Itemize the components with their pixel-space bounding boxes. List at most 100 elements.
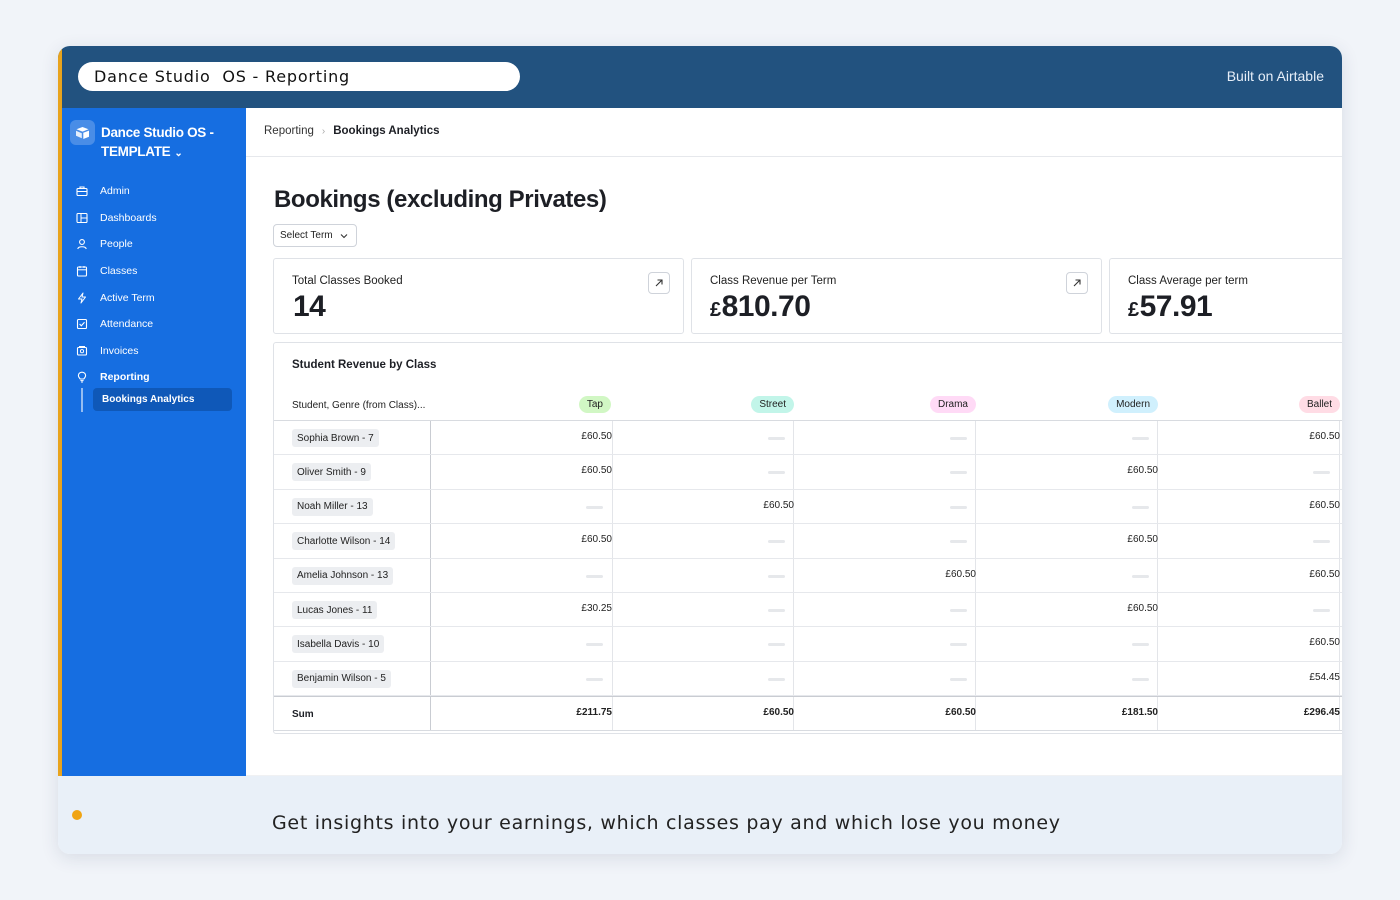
person-icon [76,238,88,250]
student-revenue-table: Student Revenue by Class Student, Genre … [273,342,1342,734]
empty-cell-placeholder [768,574,785,578]
empty-cell-placeholder [950,437,967,440]
caption-text: Get insights into your earnings, which c… [272,812,1061,834]
sidebar-item-people[interactable]: People [58,231,246,258]
top-bar: Dance Studio OS - Reporting Built on Air… [58,46,1342,108]
revenue-cell: £60.50 [1309,499,1340,511]
table-row[interactable]: Oliver Smith - 9 £60.50 £60.50 [274,455,1342,490]
table-row[interactable]: Lucas Jones - 11 £30.25 £60.50 [274,593,1342,628]
stat-value: 14 [293,290,326,323]
stat-card-class-average: Class Average per term £57.91 [1109,258,1342,334]
sidebar-item-dashboards[interactable]: Dashboards [58,205,246,232]
revenue-cell: £60.50 [1309,568,1340,580]
empty-cell-placeholder [768,471,785,475]
column-divider [612,421,613,730]
workspace-name-line2: TEMPLATE [101,144,171,159]
empty-cell-placeholder [950,677,967,681]
column-divider [975,421,976,730]
checkbox-icon [76,318,88,330]
genre-tag-tap: Tap [578,396,611,413]
empty-cell-placeholder [586,677,603,681]
frame-accent-bar [58,46,62,776]
table-header: Student, Genre (from Class)... Tap Stree… [274,393,1342,421]
sidebar-item-classes[interactable]: Classes [58,258,246,285]
dashboard-icon [76,212,88,224]
sum-cell: £60.50 [763,707,794,719]
empty-cell-placeholder [586,574,603,578]
term-select-dropdown[interactable]: Select Term [273,224,357,247]
workspace-name-line1: Dance Studio OS - [101,125,214,140]
table-row[interactable]: Benjamin Wilson - 5 £54.45 [274,662,1342,697]
chevron-down-icon [340,231,348,241]
empty-cell-placeholder [950,471,967,475]
stat-value: £57.91 [1128,290,1213,323]
sidebar-item-reporting[interactable]: Reporting [58,364,246,391]
expand-icon[interactable] [1066,272,1088,294]
stat-label: Total Classes Booked [292,275,403,287]
term-select-label: Select Term [280,230,333,241]
student-chip[interactable]: Oliver Smith - 9 [292,463,371,482]
sidebar-item-bookings-analytics[interactable]: Bookings Analytics [93,388,232,411]
sum-cell: £181.50 [1121,707,1158,719]
sidebar-item-label: Attendance [100,318,154,331]
revenue-cell: £60.50 [945,568,976,580]
sidebar-item-invoices[interactable]: Invoices [58,338,246,365]
invoice-icon [76,345,88,357]
caption-footer: Get insights into your earnings, which c… [58,776,1342,854]
chevron-down-icon: ⌄ [174,148,183,159]
table-row[interactable]: Isabella Davis - 10 £60.50 [274,627,1342,662]
student-chip[interactable]: Sophia Brown - 7 [292,429,379,447]
sidebar-item-label: People [100,238,133,251]
empty-cell-placeholder [586,643,603,647]
main-content: Reporting › Bookings Analytics Bookings … [246,108,1342,776]
empty-cell-placeholder [768,643,785,647]
table-row[interactable]: Charlotte Wilson - 14 £60.50 £60.50 [274,524,1342,559]
genre-tag-ballet: Ballet [1298,396,1340,413]
revenue-cell: £60.50 [581,431,612,442]
lightbulb-icon [76,371,88,383]
revenue-cell: £60.50 [1309,431,1340,442]
briefcase-icon [76,185,88,197]
calendar-icon [76,265,88,277]
student-chip[interactable]: Benjamin Wilson - 5 [292,669,391,688]
window-title: Dance Studio OS - Reporting [78,62,520,91]
student-chip[interactable]: Noah Miller - 13 [292,497,373,516]
sidebar-item-admin[interactable]: Admin [58,178,246,205]
stat-label: Class Average per term [1128,275,1248,287]
sidebar-item-active-term[interactable]: Active Term [58,284,246,311]
student-chip[interactable]: Charlotte Wilson - 14 [292,532,396,551]
sidebar-item-attendance[interactable]: Attendance [58,311,246,338]
student-chip[interactable]: Isabella Davis - 10 [292,635,385,654]
genre-tag-modern: Modern [1108,396,1158,413]
student-chip[interactable]: Lucas Jones - 11 [292,601,378,619]
built-on-label[interactable]: Built on Airtable [1226,68,1324,84]
divider [246,156,1342,157]
sidebar-item-label: Dashboards [100,211,157,224]
column-divider [1157,421,1158,730]
student-chip[interactable]: Amelia Johnson - 13 [292,566,394,585]
revenue-cell: £54.45 [1309,671,1340,683]
table-title: Student Revenue by Class [292,359,437,371]
empty-cell-placeholder [1132,437,1149,440]
summary-row: Sum £211.75 £60.50 £60.50 £181.50 £296.45 [274,696,1342,731]
table-row[interactable]: Noah Miller - 13 £60.50 £60.50 [274,490,1342,525]
revenue-cell: £60.50 [1127,534,1158,546]
divider [246,775,1342,776]
row-group-header[interactable]: Student, Genre (from Class)... [292,400,426,411]
table-row[interactable]: Sophia Brown - 7 £60.50 £60.50 [274,421,1342,456]
empty-cell-placeholder [1313,540,1330,544]
chevron-right-icon: › [321,125,326,137]
stat-card-total-classes: Total Classes Booked 14 [273,258,684,334]
stat-card-class-revenue: Class Revenue per Term £810.70 [691,258,1102,334]
genre-tag-street: Street [751,396,794,413]
column-divider [1339,421,1340,730]
breadcrumb-current: Bookings Analytics [333,125,440,137]
empty-cell-placeholder [768,609,785,612]
expand-icon[interactable] [648,272,670,294]
revenue-cell: £60.50 [763,499,794,511]
breadcrumb-parent[interactable]: Reporting [264,125,314,137]
workspace-switcher[interactable]: Dance Studio OS - TEMPLATE ⌄ [70,120,214,163]
reporting-subnav: Bookings Analytics [81,388,232,412]
table-row[interactable]: Amelia Johnson - 13 £60.50 £60.50 [274,559,1342,593]
sum-cell: £60.50 [945,707,976,719]
